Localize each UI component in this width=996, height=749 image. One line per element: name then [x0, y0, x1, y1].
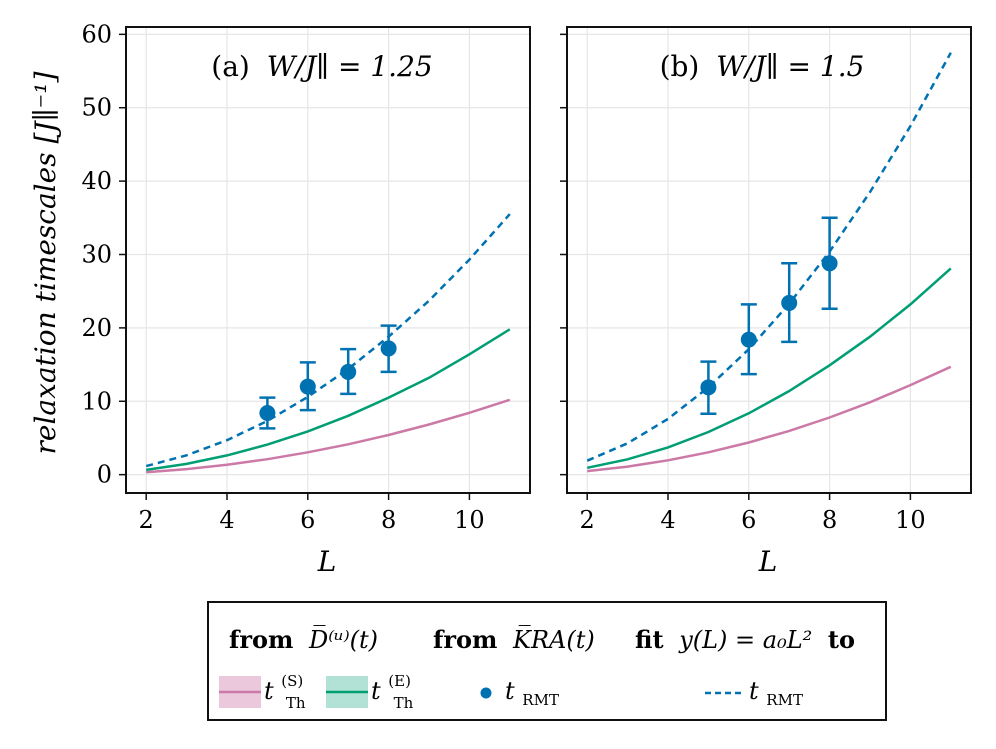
legend-item-e-main: t	[371, 677, 381, 705]
legend-item-fit-main: t	[749, 677, 759, 705]
panel-a-ytick-label: 30	[81, 240, 112, 268]
legend-item-s-main: t	[264, 677, 274, 705]
legend-item-fit-label: t RMT	[749, 677, 803, 709]
panel-a-label: (a)	[211, 50, 250, 83]
panel-b-frame	[566, 26, 972, 494]
panel-b-series	[586, 52, 952, 473]
legend-item-fit-sub: RMT	[766, 691, 803, 709]
legend-item-s-label: t (S) Th	[264, 664, 311, 712]
legend-group1-head: from	[229, 625, 293, 654]
legend-item-s-sup: (S)	[281, 672, 303, 690]
legend-group3-tail: to	[828, 625, 855, 654]
panel-b-data-point	[821, 255, 838, 272]
panel-b-xtick-label: 4	[660, 506, 675, 534]
legend-group3-expr: y(L) = a₀L²	[678, 626, 812, 654]
panel-b-series-line	[586, 267, 952, 470]
panel-b-xtick-label: 6	[741, 506, 756, 534]
panel-a-data-point	[380, 340, 397, 357]
panel-a-ytick-label: 0	[97, 461, 112, 489]
panel-a-xtick-label: 2	[139, 506, 154, 534]
panel-b-xlabel: L	[758, 545, 778, 578]
panel-a-title-text: W/J∥ = 1.25	[267, 50, 433, 83]
legend-item-rmt-marker	[480, 687, 492, 699]
panel-a-ytick-label: 20	[81, 314, 112, 342]
panel-b-fit-line	[586, 52, 952, 462]
legend: from D̅⁽ᵘ⁾(t) from K̅RA(t) fit y(L) = a₀…	[207, 601, 887, 721]
panel-a-frame	[125, 26, 531, 494]
panel-a-xtick-label: 10	[454, 506, 485, 534]
panel-a-xlabel: L	[317, 545, 337, 578]
panel-a: 2 4 6 8 10 0 10 20 30 40 50 60 (a) W/J∥ = 1.25 L re…	[29, 20, 531, 578]
panel-b-data-point	[740, 331, 757, 348]
legend-group3-head: fit	[635, 625, 664, 654]
panel-a-xtick-label: 8	[381, 506, 396, 534]
panel-a-ytick-label: 60	[81, 20, 112, 48]
panel-b-xtick-label: 8	[822, 506, 837, 534]
panel-b-grid	[567, 27, 971, 493]
legend-item-e-sub: Th	[394, 694, 414, 712]
panel-a-ytick-label: 40	[81, 167, 112, 195]
panel-a-fit-line	[145, 213, 511, 468]
panel-b-title: (b) W/J∥ = 1.5	[660, 50, 865, 83]
panel-a-ytick-label: 10	[81, 387, 112, 415]
panel-a-ytick-label: 50	[81, 94, 112, 122]
legend-item-e-sup: (E)	[388, 672, 411, 690]
panel-a-series	[145, 213, 511, 474]
legend-group1-expr: D̅⁽ᵘ⁾(t)	[308, 626, 378, 654]
y-axis-label: relaxation timescales [J∥⁻¹]	[29, 71, 62, 454]
panel-b-series-line	[587, 365, 952, 473]
legend-group1-header: from D̅⁽ᵘ⁾(t)	[229, 625, 378, 654]
panel-b-title-text: W/J∥ = 1.5	[716, 50, 864, 83]
legend-item-rmt-sub: RMT	[522, 691, 559, 709]
panel-b-xtick-label: 10	[895, 506, 926, 534]
legend-group2-expr: K̅RA(t)	[512, 626, 595, 654]
legend-item-e-label: t (E) Th	[371, 664, 419, 712]
panel-b-ticks: 2 4 6 8 10	[560, 33, 926, 534]
panel-a-xtick-label: 6	[300, 506, 315, 534]
legend-group2-header: from K̅RA(t)	[433, 625, 595, 654]
panel-a-series-line	[146, 328, 511, 472]
legend-item-rmt-main: t	[505, 677, 515, 705]
panel-a-ticks: 2 4 6 8 10 0 10 20 30 40 50 60	[81, 20, 484, 534]
legend-group2-head: from	[433, 625, 497, 654]
legend-group3-header: fit y(L) = a₀L² to	[635, 625, 855, 654]
panel-b-xtick-label: 2	[580, 506, 595, 534]
panel-b-label: (b)	[660, 50, 700, 83]
panel-a-data-point	[299, 378, 316, 395]
legend-box	[207, 601, 887, 721]
panel-a-title: (a) W/J∥ = 1.25	[211, 50, 432, 83]
legend-item-s-sub: Th	[286, 694, 306, 712]
panel-a-data-point	[259, 405, 276, 422]
panel-b: 2 4 6 8 10 (b) W/J∥ = 1.5 L	[560, 26, 972, 578]
panel-a-xtick-label: 4	[219, 506, 234, 534]
legend-item-rmt-label: t RMT	[505, 677, 559, 709]
panel-a-series-line	[146, 398, 511, 474]
panel-a-data-point	[340, 363, 357, 380]
